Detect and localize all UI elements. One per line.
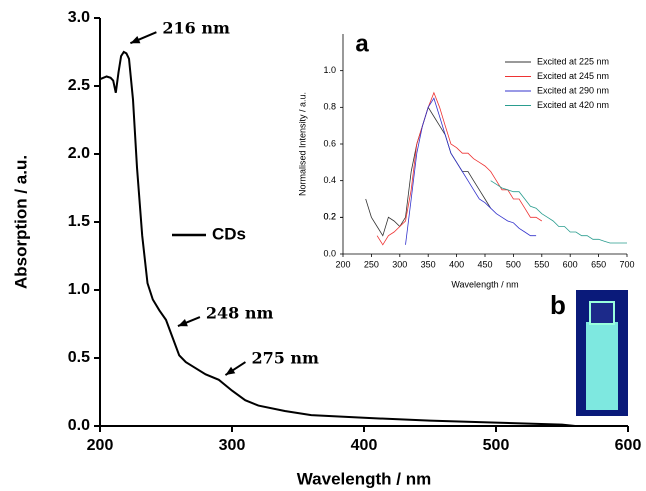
x-tick-label: 250	[364, 259, 379, 269]
data-line	[99, 50, 576, 427]
data-line	[405, 97, 537, 245]
x-tick-label: 500	[483, 437, 510, 454]
x-axis-title: Wavelength / nm	[297, 469, 431, 488]
x-tick-label: 300	[392, 259, 407, 269]
chart: 200 300 400 500 600 0.0 0.5 1.0 1.5 2.0 2.5 3.0 Wave…	[11, 9, 641, 488]
y-tick-label: 3.0	[68, 9, 90, 26]
chart: 200 250 300 350 400 450 500 550 600 650 700 0.0 0.2 0…	[297, 30, 634, 289]
x-tick-label: 600	[615, 437, 642, 454]
x-tick-label: 550	[534, 259, 549, 269]
arrow-head	[225, 366, 236, 376]
legend-label: Excited at 290 nm	[537, 85, 609, 95]
y-tick-label: 0.2	[323, 212, 336, 222]
x-tick-label: 300	[219, 437, 246, 454]
y-tick-label: 0.8	[323, 102, 336, 112]
y-tick-label: 0.0	[68, 417, 90, 434]
y-tick-label: 2.5	[68, 77, 90, 94]
y-tick-label: 0.5	[68, 349, 90, 366]
legend-label: Excited at 225 nm	[537, 56, 609, 66]
data-line	[490, 180, 627, 244]
x-tick-label: 200	[335, 259, 350, 269]
x-tick-label: 400	[449, 259, 464, 269]
panel-label: a	[355, 30, 369, 57]
y-tick-label: 0.4	[323, 175, 336, 185]
data-line	[376, 91, 543, 246]
annotation-label: 275 nm	[251, 349, 319, 368]
photo: b	[550, 290, 628, 416]
y-tick-label: 0.2	[323, 212, 336, 222]
arrow-head	[177, 318, 188, 327]
y-tick-label: 2.0	[68, 145, 90, 162]
legend-label: Excited at 245 nm	[537, 71, 609, 81]
y-axis-title: Normalised Intensity / a.u.	[297, 92, 307, 196]
y-tick-label: 1.0	[323, 65, 336, 75]
x-tick-label: 400	[351, 437, 378, 454]
y-tick-label: 1.0	[68, 281, 90, 298]
y-tick-label: 0.0	[323, 248, 336, 258]
x-tick-label: 350	[421, 259, 436, 269]
cuvette-cap	[589, 301, 615, 325]
annotation-label: 248 nm	[206, 304, 274, 323]
cuvette	[586, 322, 618, 410]
x-tick-label: 600	[563, 259, 578, 269]
arrow-head	[130, 36, 141, 44]
x-axis-title: Wavelength / nm	[451, 279, 518, 289]
y-tick-label: 0.6	[323, 138, 336, 148]
x-tick-label: 450	[477, 259, 492, 269]
y-tick-label: 1.5	[68, 213, 90, 230]
panel-label: b	[550, 290, 566, 320]
x-tick-label: 500	[506, 259, 521, 269]
legend-label: CDs	[212, 224, 246, 243]
x-tick-label: 200	[87, 437, 114, 454]
y-axis-title: Absorption / a.u.	[11, 155, 30, 289]
x-tick-label: 700	[619, 259, 634, 269]
legend-label: Excited at 420 nm	[537, 100, 609, 110]
x-tick-label: 650	[591, 259, 606, 269]
data-line	[365, 106, 492, 237]
annotation-label: 216 nm	[162, 19, 230, 38]
